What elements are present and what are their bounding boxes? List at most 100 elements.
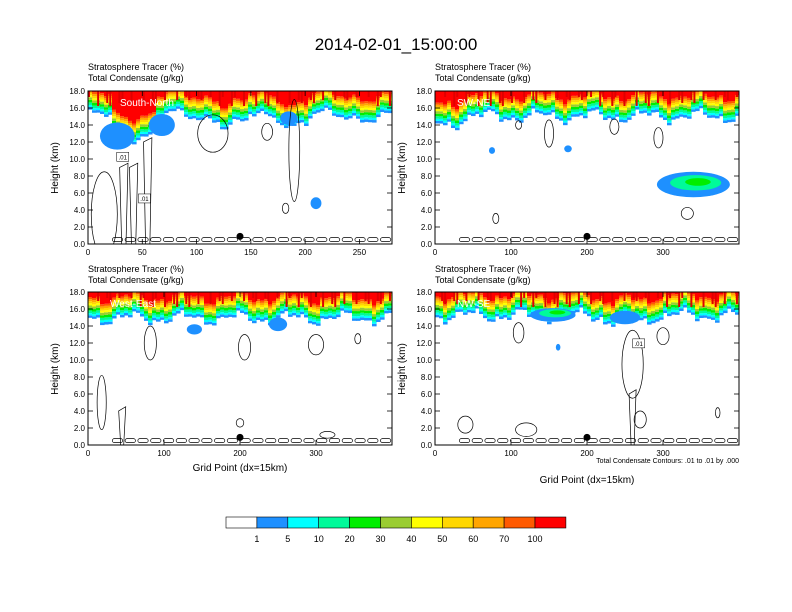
tracer-band — [344, 112, 349, 115]
tracer-band — [156, 110, 161, 113]
tracer-band — [539, 91, 544, 93]
tracer-band — [364, 315, 369, 318]
tracer-band — [611, 310, 616, 313]
tracer-band — [439, 102, 444, 105]
tracer-band — [523, 115, 528, 118]
tracer-band — [699, 103, 704, 106]
tracer-band — [364, 91, 369, 102]
tracer-band — [356, 292, 361, 301]
condensate-contour — [303, 237, 315, 242]
tracer-band — [176, 96, 181, 100]
tracer-band — [304, 111, 309, 114]
tracer-band — [176, 308, 181, 311]
tracer-band — [260, 94, 265, 97]
tracer-band — [539, 296, 544, 299]
tracer-band — [635, 308, 640, 312]
tracer-band — [551, 99, 556, 103]
tracer-band — [663, 112, 668, 116]
tracer-band — [336, 307, 341, 310]
tracer-band — [360, 301, 365, 304]
tracer-streak — [243, 91, 246, 106]
tracer-band — [519, 307, 524, 310]
tracer-band — [675, 298, 680, 301]
location-marker — [583, 232, 591, 240]
tracer-streak — [501, 91, 504, 106]
tracer-band — [547, 93, 552, 97]
tracer-band — [551, 292, 556, 300]
tracer-band — [124, 116, 129, 120]
tracer-band — [667, 104, 672, 107]
tracer-band — [583, 105, 588, 109]
tracer-band — [268, 111, 273, 114]
tracer-band — [244, 311, 249, 315]
tracer-band — [639, 91, 644, 93]
tracer-band — [148, 312, 153, 316]
tracer-streak — [221, 292, 224, 304]
panel-subtitle-condensate: Total Condensate (g/kg) — [435, 275, 531, 285]
tracer-band — [531, 103, 536, 106]
tracer-band — [220, 309, 225, 313]
tracer-band — [503, 98, 508, 101]
tracer-band — [228, 105, 233, 109]
tracer-band — [731, 103, 736, 106]
tracer-band — [631, 304, 636, 307]
tracer-band — [344, 298, 349, 301]
tracer-band — [671, 293, 676, 296]
tracer-band — [467, 98, 472, 101]
tracer-streak — [723, 292, 726, 304]
tracer-band — [192, 303, 197, 306]
tracer-band — [124, 294, 129, 297]
tracer-band — [268, 106, 273, 110]
tracer-band — [248, 93, 253, 96]
tracer-band — [280, 91, 285, 105]
condensate-contour — [290, 438, 302, 443]
tracer-band — [435, 312, 440, 315]
condensate-contour — [319, 431, 336, 439]
tracer-band — [368, 317, 373, 321]
tracer-band — [675, 113, 680, 116]
tracer-band — [695, 300, 700, 303]
tracer-band — [292, 298, 297, 301]
tracer-band — [623, 119, 628, 123]
y-tick-label: 4.0 — [74, 206, 86, 215]
tracer-band — [252, 106, 257, 110]
tracer-streak — [276, 292, 279, 298]
tracer-band — [272, 91, 277, 97]
tracer-band — [344, 308, 349, 311]
condensate-contour — [458, 438, 471, 443]
tracer-band — [364, 303, 369, 307]
tracer-band — [132, 294, 137, 297]
colorbar-label: 100 — [527, 534, 542, 544]
tracer-band — [487, 100, 492, 103]
tracer-band — [479, 306, 484, 310]
tracer-band — [435, 118, 440, 121]
tracer-band — [296, 310, 301, 313]
tracer-band — [527, 105, 532, 109]
tracer-band — [707, 103, 712, 106]
y-tick-label: 4.0 — [421, 407, 433, 416]
tracer-band — [376, 303, 381, 306]
tracer-band — [595, 91, 600, 93]
tracer-band — [499, 298, 504, 301]
tracer-band — [148, 315, 153, 318]
tracer-band — [104, 322, 109, 325]
tracer-band — [328, 301, 333, 304]
tracer-band — [647, 113, 652, 116]
tracer-band — [679, 112, 684, 115]
tracer-band — [212, 108, 217, 111]
tracer-band — [180, 297, 185, 301]
tracer-band — [671, 103, 676, 106]
condensate-contour — [497, 438, 509, 443]
tracer-band — [439, 315, 444, 319]
tracer-band — [112, 91, 117, 110]
tracer-band — [120, 300, 125, 303]
tracer-band — [92, 314, 97, 317]
tracer-band — [715, 101, 720, 104]
tracer-band — [455, 117, 460, 121]
tracer-band — [204, 317, 209, 320]
tracer-band — [703, 315, 708, 318]
condensate-contour — [599, 237, 611, 242]
tracer-band — [727, 107, 732, 110]
tracer-band — [451, 315, 456, 318]
tracer-band — [104, 112, 109, 115]
